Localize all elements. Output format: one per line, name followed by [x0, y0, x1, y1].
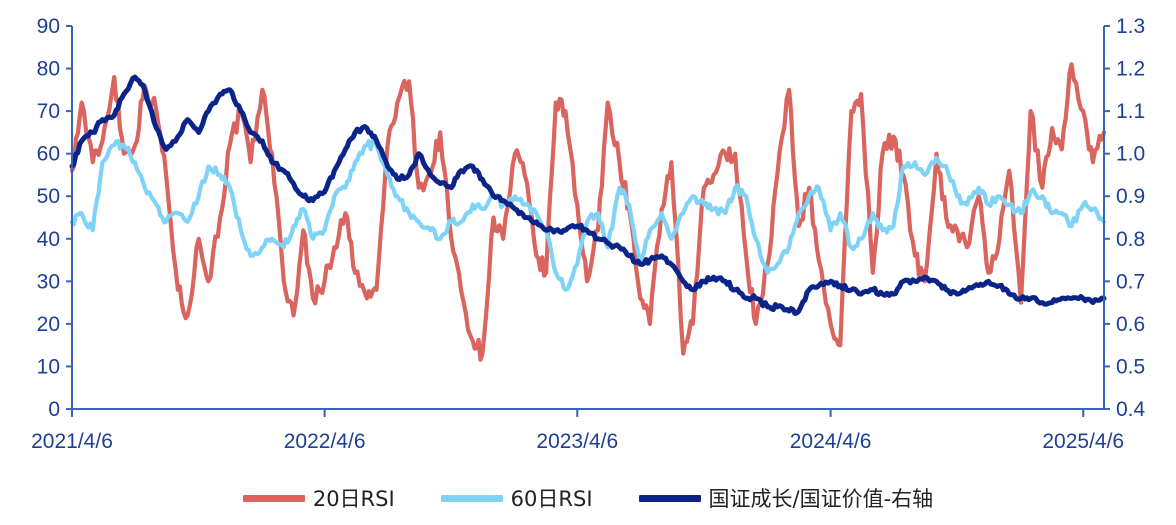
left-tick-label: 90 — [37, 15, 60, 38]
right-tick-label: 0.9 — [1116, 185, 1145, 208]
left-tick-label: 10 — [37, 355, 60, 378]
right-tick-label: 0.6 — [1116, 313, 1145, 336]
right-tick-label: 1.1 — [1116, 100, 1145, 123]
chart-svg: 0 10 20 30 40 50 60 70 80 90 0.4 0.5 0.6 0.7 0.8 0.9 1.0… — [31, 15, 1145, 453]
legend-swatch — [242, 494, 305, 502]
right-tick-label: 0.4 — [1116, 398, 1146, 421]
series-line-0 — [69, 62, 1107, 362]
legend-item: 20日RSI — [242, 483, 395, 513]
right-tick-label: 0.8 — [1116, 228, 1145, 251]
series-line-1 — [69, 138, 1107, 292]
series-line-2 — [69, 74, 1107, 316]
left-tick-label: 50 — [37, 185, 60, 208]
left-tick-label: 20 — [37, 313, 60, 336]
x-tick-label: 2022/4/6 — [284, 430, 366, 453]
x-tick-label: 2025/4/6 — [1042, 430, 1124, 453]
right-tick-label: 1.2 — [1116, 58, 1145, 81]
legend-label: 国证成长/国证价值-右轴 — [708, 487, 934, 511]
legend-swatch — [440, 494, 503, 502]
left-tick-label: 80 — [37, 58, 60, 81]
left-tick-label: 40 — [37, 228, 60, 251]
right-tick-label: 0.5 — [1116, 355, 1145, 378]
left-tick-label: 70 — [37, 100, 60, 123]
legend-label: 60日RSI — [510, 487, 593, 511]
x-tick-label: 2024/4/6 — [790, 430, 872, 453]
x-tick-label: 2021/4/6 — [31, 430, 113, 453]
left-tick-label: 0 — [48, 398, 60, 421]
x-tick-label: 2023/4/6 — [536, 430, 618, 453]
legend-item: 60日RSI — [440, 483, 593, 513]
axes: 0 10 20 30 40 50 60 70 80 90 0.4 0.5 0.6 0.7 0.8 0.9 1.0… — [31, 15, 1145, 453]
plot-lines — [69, 62, 1107, 362]
right-tick-label: 1.0 — [1116, 143, 1145, 166]
left-tick-label: 60 — [37, 143, 60, 166]
legend-label: 20日RSI — [312, 487, 395, 511]
legend-item: 国证成长/国证价值-右轴 — [638, 483, 934, 513]
legend: 20日RSI 60日RSI 国证成长/国证价值-右轴 — [0, 478, 1176, 518]
right-tick-label: 1.3 — [1116, 15, 1145, 38]
legend-swatch — [638, 494, 701, 502]
left-tick-label: 30 — [37, 270, 60, 293]
right-tick-label: 0.7 — [1116, 270, 1145, 293]
